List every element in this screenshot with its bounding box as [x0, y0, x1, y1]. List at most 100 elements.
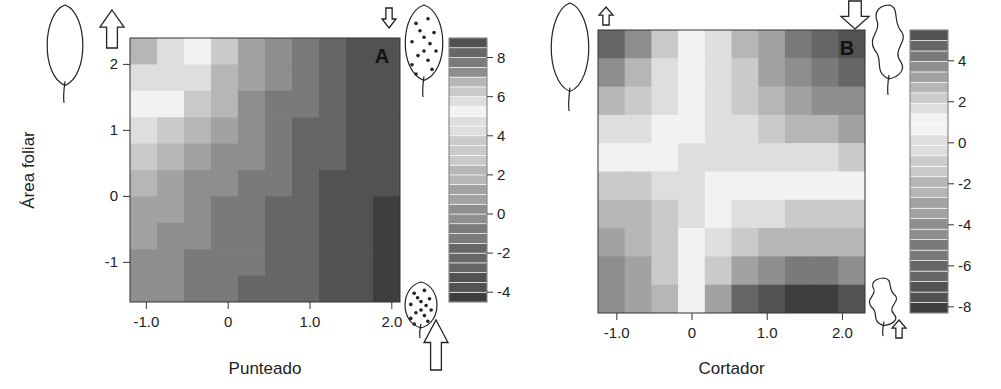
- leaf-icon: [869, 278, 896, 326]
- heatmap-cell: [265, 276, 293, 302]
- heatmap-cell: [625, 143, 652, 172]
- arrow-icon: [424, 320, 448, 370]
- heatmap-cell: [157, 64, 185, 91]
- plot-frame: [598, 30, 865, 313]
- heatmap-cell: [346, 144, 374, 171]
- heatmap-cell: [319, 117, 347, 144]
- heatmap-cell: [785, 200, 812, 229]
- color-tick: [487, 57, 493, 58]
- heatmap-cell: [292, 249, 320, 276]
- heatmap-cell: [785, 172, 812, 201]
- color-band: [910, 229, 948, 239]
- color-band: [910, 177, 948, 187]
- leaf-dot: [422, 35, 426, 39]
- heatmap-cell: [319, 91, 347, 118]
- heatmap-cell: [785, 30, 812, 59]
- heatmap-cell: [838, 30, 865, 59]
- heatmap-cell: [184, 117, 212, 144]
- arrow-icon: [841, 1, 869, 29]
- color-band: [910, 240, 948, 250]
- color-band: [449, 292, 487, 302]
- heatmap-cell: [130, 38, 158, 65]
- heatmap-cell: [373, 249, 400, 276]
- y-tick-label: -1: [105, 253, 118, 270]
- heatmap-cell: [130, 223, 158, 250]
- panel-title: B: [840, 37, 854, 59]
- heatmap-cell: [625, 256, 652, 285]
- heatmap-cell: [292, 64, 320, 91]
- heatmap-cell: [625, 30, 652, 59]
- arrow-icon: [100, 10, 124, 48]
- heatmap-cell: [838, 200, 865, 229]
- heatmap-cell: [373, 117, 400, 144]
- y-tick: [123, 64, 130, 65]
- heatmap-cell: [732, 256, 759, 285]
- heatmap-cell: [732, 172, 759, 201]
- heatmap-cell: [211, 223, 239, 250]
- color-band: [449, 234, 487, 244]
- leaf-stem: [64, 81, 65, 103]
- heatmap-cell: [678, 228, 705, 257]
- icons: [47, 5, 448, 370]
- heatmap-cell: [651, 115, 678, 144]
- heatmap-cell: [678, 30, 705, 59]
- heatmap-cell: [838, 228, 865, 257]
- heatmap-cell: [651, 87, 678, 116]
- color-band: [449, 273, 487, 283]
- heatmap-cell: [678, 256, 705, 285]
- leaf-dot: [409, 303, 413, 307]
- color-band: [449, 97, 487, 107]
- heatmap-cell: [184, 170, 212, 197]
- heatmap-cell: [238, 276, 266, 302]
- color-band: [449, 87, 487, 97]
- leaf-dot: [412, 322, 416, 326]
- color-band: [449, 165, 487, 175]
- heatmap-cell: [598, 200, 625, 229]
- color-tick: [487, 292, 493, 293]
- heatmap-cell: [292, 170, 320, 197]
- heatmap-cell: [705, 228, 732, 257]
- heatmap-cell: [157, 117, 185, 144]
- heatmap-cell: [265, 223, 293, 250]
- x-tick: [146, 302, 147, 309]
- y-tick: [123, 130, 130, 131]
- heatmap-cell: [705, 200, 732, 229]
- heatmap-cell: [292, 38, 320, 65]
- heatmap-cell: [785, 256, 812, 285]
- heatmap-cell: [346, 196, 374, 223]
- leaf-dot: [428, 297, 432, 301]
- heatmap-cell: [812, 256, 839, 285]
- heatmap-cell: [785, 87, 812, 116]
- heatmap-cell: [157, 276, 185, 302]
- heatmap-cell: [130, 117, 158, 144]
- heatmap-cell: [732, 30, 759, 59]
- color-tick-label: 4: [958, 52, 966, 69]
- heatmap-cell: [678, 143, 705, 172]
- color-band: [449, 126, 487, 136]
- leaf-dot: [426, 17, 430, 21]
- arrow-icon: [892, 320, 906, 338]
- color-tick-label: -2: [958, 175, 971, 192]
- heatmap-cell: [705, 87, 732, 116]
- color-tick-label: -2: [497, 244, 510, 261]
- heatmap-cell: [373, 91, 400, 118]
- heatmap-cell: [732, 228, 759, 257]
- heatmap-cell: [598, 87, 625, 116]
- color-band: [910, 292, 948, 302]
- heatmap-cell: [785, 285, 812, 313]
- leaf-dot: [409, 317, 413, 321]
- heatmap-cell: [292, 223, 320, 250]
- color-band: [910, 187, 948, 197]
- x-axis-label: Punteado: [229, 359, 302, 378]
- heatmap-cell: [838, 143, 865, 172]
- heatmap-cell: [732, 87, 759, 116]
- heatmap-cell: [705, 30, 732, 59]
- heatmap-cell: [319, 223, 347, 250]
- x-tick: [616, 313, 617, 320]
- heatmap-cell: [346, 249, 374, 276]
- leaf-dot: [422, 49, 426, 53]
- heatmap-cell: [812, 228, 839, 257]
- heatmap-cell: [211, 91, 239, 118]
- leaf-dot: [416, 54, 420, 58]
- heatmap-cell: [265, 117, 293, 144]
